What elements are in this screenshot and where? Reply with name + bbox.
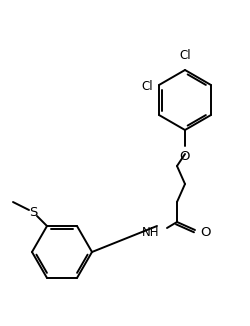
- Text: O: O: [180, 150, 190, 163]
- Text: Cl: Cl: [142, 81, 153, 94]
- Text: Cl: Cl: [179, 49, 191, 62]
- Text: O: O: [200, 226, 210, 239]
- Text: S: S: [29, 205, 37, 218]
- Text: NH: NH: [142, 226, 159, 239]
